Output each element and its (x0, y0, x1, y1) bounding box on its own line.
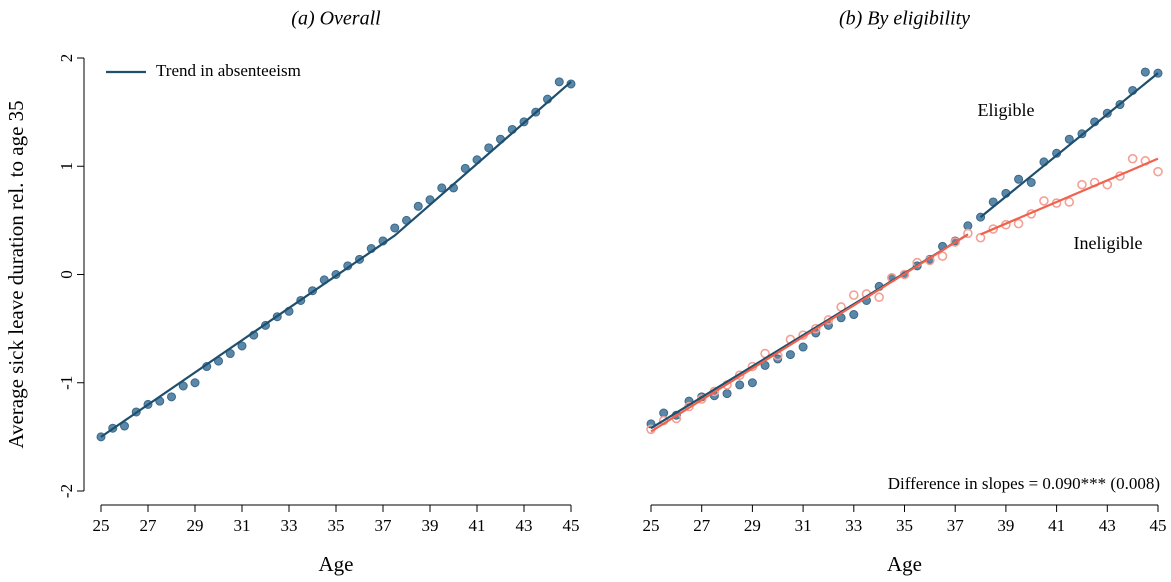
data-point (190, 378, 200, 388)
x-tick-label: 33 (845, 516, 862, 535)
x-tick-label: 29 (744, 516, 761, 535)
x-axis-label: Age (887, 552, 922, 576)
x-tick-label: 45 (1150, 516, 1167, 535)
data-point (237, 341, 247, 351)
x-tick-label: 35 (896, 516, 913, 535)
data-point (975, 232, 986, 243)
y-tick-label: -1 (57, 376, 76, 390)
x-tick-label: 31 (234, 516, 251, 535)
data-point (484, 143, 494, 153)
y-tick-label: -2 (57, 484, 76, 498)
data-point (437, 183, 447, 193)
data-point (1064, 197, 1075, 207)
fit-line (650, 157, 1159, 433)
data-point (167, 392, 176, 402)
x-tick-label: 33 (281, 516, 298, 535)
data-point (950, 237, 961, 247)
series-label: Eligible (978, 100, 1035, 120)
data-point (747, 378, 757, 388)
series-label: Ineligible (1074, 233, 1143, 253)
data-point (1026, 177, 1036, 187)
data-point (1013, 218, 1024, 229)
data-point (1039, 196, 1049, 206)
data-point (1077, 179, 1087, 190)
x-axis-label: Age (319, 552, 354, 576)
data-point (722, 389, 732, 399)
data-point (735, 380, 745, 390)
trend-line (100, 80, 572, 438)
x-tick-label: 39 (997, 516, 1014, 535)
x-tick-label: 25 (93, 516, 110, 535)
data-point (413, 201, 423, 211)
x-tick-label: 27 (140, 516, 158, 535)
x-tick-label: 29 (187, 516, 204, 535)
data-point (848, 290, 859, 300)
data-point (937, 251, 948, 261)
x-tick-label: 39 (422, 516, 439, 535)
data-point (823, 315, 834, 325)
legend-label: Trend in absenteeism (156, 61, 301, 80)
data-point (554, 77, 564, 87)
x-tick-label: 37 (375, 516, 393, 535)
x-tick-label: 27 (693, 516, 711, 535)
panel-title: (a) Overall (291, 8, 381, 30)
data-point (963, 228, 973, 239)
data-point (390, 223, 400, 233)
data-point (798, 342, 808, 352)
data-point (1140, 67, 1150, 77)
data-point (874, 292, 884, 303)
y-axis-label: Average sick leave duration rel. to age … (4, 100, 28, 448)
x-tick-label: 45 (563, 516, 580, 535)
panel-title: (b) By eligibility (839, 8, 970, 30)
data-point (1127, 153, 1138, 164)
data-point (1014, 174, 1024, 184)
data-point (1064, 134, 1074, 144)
data-point (849, 310, 859, 320)
y-tick-label: 2 (57, 54, 76, 63)
data-point (460, 163, 470, 173)
x-tick-label: 43 (516, 516, 533, 535)
data-point (785, 350, 795, 360)
annotation: Difference in slopes = 0.090*** (0.008) (888, 474, 1160, 493)
data-point (988, 224, 999, 234)
x-tick-label: 41 (469, 516, 486, 535)
x-tick-label: 43 (1099, 516, 1116, 535)
x-tick-label: 41 (1048, 516, 1065, 535)
x-tick-label: 31 (795, 516, 812, 535)
data-point (178, 381, 188, 391)
y-tick-label: 0 (57, 270, 76, 279)
x-tick-label: 25 (643, 516, 660, 535)
x-tick-label: 35 (328, 516, 345, 535)
x-tick-label: 37 (947, 516, 965, 535)
data-point (1153, 166, 1163, 177)
y-tick-label: 1 (57, 162, 76, 171)
